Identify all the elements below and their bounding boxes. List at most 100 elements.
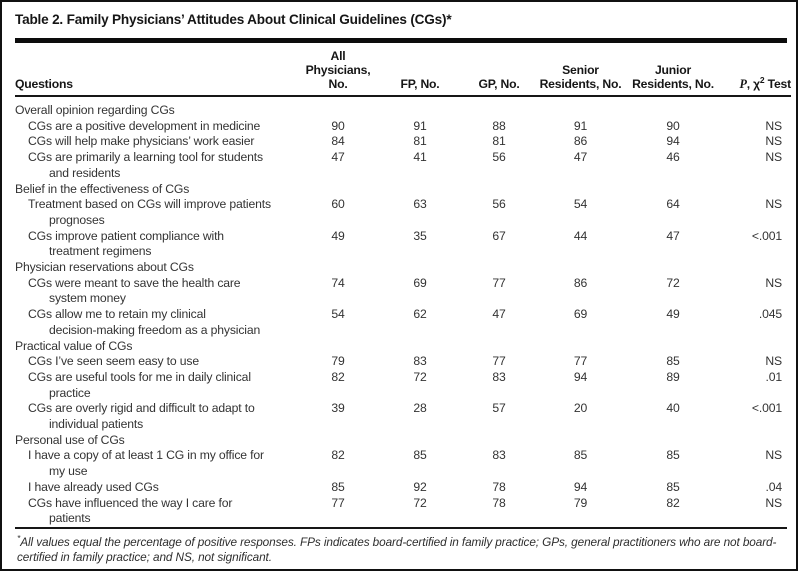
value-cell: 82 — [331, 448, 345, 463]
value-cell: 89 — [666, 369, 680, 384]
p-value-cell — [718, 339, 791, 355]
question-cell: CGs I’ve seen seem easy to use — [15, 354, 301, 370]
header-questions: Questions — [15, 45, 301, 97]
value-cell: 79 — [573, 495, 588, 510]
footnote-text: All values equal the percentage of posit… — [17, 534, 777, 565]
question-text-wrap: and residents — [49, 165, 121, 180]
value-cell — [465, 182, 533, 198]
value-cell: 49 — [666, 307, 680, 322]
question-text-wrap: individual patients — [49, 417, 144, 432]
question-text: CGs are useful tools for me in daily cli… — [28, 369, 251, 384]
p-value-cell: NS — [765, 197, 782, 212]
p-value-cell: NS — [765, 354, 782, 369]
table-container: Table 2. Family Physicians’ Attitudes Ab… — [15, 2, 791, 569]
section-label: Practical value of CGs — [15, 338, 133, 353]
value-cell: 85 — [666, 354, 680, 369]
value-cell: 85 — [573, 448, 588, 463]
footer-block: *All values equal the percentage of posi… — [15, 526, 787, 569]
value-cell: 46 — [666, 150, 680, 165]
p-value-cell: NS — [765, 275, 782, 290]
value-cell — [301, 182, 375, 198]
value-cell: 78 — [492, 495, 506, 510]
value-cell: 82 — [331, 369, 345, 384]
table-title: Table 2. Family Physicians’ Attitudes Ab… — [15, 12, 452, 27]
chi-exponent: 2 — [759, 74, 765, 85]
question-cell: I have already used CGs — [15, 480, 301, 496]
value-cell: 77 — [331, 495, 345, 510]
question-text: CGs are a positive development in medici… — [28, 118, 261, 133]
value-cell — [533, 182, 628, 198]
p-symbol: P — [739, 77, 747, 91]
value-cell: 74 — [331, 275, 345, 290]
question-row: Treatment based on CGs will improve pati… — [15, 197, 791, 228]
value-cell — [533, 339, 628, 355]
question-row: CGs are primarily a learning tool for st… — [15, 150, 791, 181]
value-cell: 78 — [492, 479, 506, 494]
value-cell — [533, 96, 628, 119]
question-text: CGs have influenced the way I care for — [28, 495, 233, 510]
p-value-cell: NS — [765, 118, 782, 133]
value-cell: 77 — [492, 354, 506, 369]
question-text-wrap: prognoses — [49, 212, 105, 227]
value-cell — [628, 96, 718, 119]
question-text: CGs are overly rigid and difficult to ad… — [28, 401, 255, 416]
question-cell: CGs will help make physicians’ work easi… — [15, 134, 301, 150]
value-cell: 90 — [331, 118, 345, 133]
value-cell: 88 — [492, 118, 506, 133]
value-cell — [375, 339, 465, 355]
value-cell — [301, 260, 375, 276]
value-cell: 41 — [413, 150, 427, 165]
header-gp: GP, No. — [465, 45, 533, 97]
value-cell — [375, 433, 465, 449]
value-cell: 35 — [413, 228, 427, 243]
value-cell: 62 — [413, 307, 427, 322]
header-senior-residents: Senior Residents, No. — [533, 45, 628, 97]
value-cell: 81 — [413, 134, 427, 149]
value-cell: 20 — [573, 401, 588, 416]
question-cell: Treatment based on CGs will improve pati… — [15, 197, 301, 228]
value-cell: 77 — [492, 275, 506, 290]
value-cell — [628, 433, 718, 449]
value-cell: 85 — [666, 479, 680, 494]
question-row: CGs I’ve seen seem easy to use 79 83 77 77 85… — [15, 354, 791, 370]
p-value-cell: .045 — [758, 307, 782, 322]
section-row: Physician reservations about CGs — [15, 260, 791, 276]
question-text: CGs I’ve seen seem easy to use — [28, 354, 199, 369]
value-cell: 47 — [666, 228, 680, 243]
attitudes-table: Questions All Physicians, No. FP, No. GP… — [15, 45, 791, 527]
question-text: I have a copy of at least 1 CG in my off… — [28, 448, 264, 463]
header-junior-line1: Junior — [654, 63, 692, 77]
question-text-wrap: practice — [49, 385, 91, 400]
p-value-cell: <.001 — [751, 228, 782, 243]
value-cell: 56 — [492, 197, 506, 212]
value-cell: 60 — [331, 197, 345, 212]
value-cell — [375, 96, 465, 119]
question-text-wrap: my use — [49, 464, 88, 479]
question-cell: CGs have influenced the way I care for pa… — [15, 496, 301, 527]
value-cell: 63 — [413, 197, 427, 212]
chi-symbol: , χ — [746, 77, 760, 91]
value-cell: 49 — [331, 228, 345, 243]
value-cell: 85 — [666, 448, 680, 463]
question-row: CGs allow me to retain my clinical decisi… — [15, 307, 791, 338]
value-cell: 44 — [573, 228, 588, 243]
question-cell: CGs are primarily a learning tool for st… — [15, 150, 301, 181]
question-text-wrap: decision-making freedom as a physician — [49, 322, 261, 337]
value-cell: 86 — [573, 275, 588, 290]
value-cell: 94 — [666, 134, 680, 149]
p-value-cell: NS — [765, 448, 782, 463]
footnote-star: * — [17, 533, 21, 544]
section-label: Personal use of CGs — [15, 432, 125, 447]
question-text: CGs are primarily a learning tool for st… — [28, 150, 263, 165]
header-junior-line2: Residents, No. — [632, 77, 714, 91]
question-text: CGs were meant to save the health care — [28, 275, 241, 290]
value-cell: 77 — [573, 354, 588, 369]
value-cell: 72 — [413, 495, 427, 510]
p-value-cell: NS — [765, 150, 782, 165]
value-cell — [465, 96, 533, 119]
question-text-wrap: treatment regimens — [49, 244, 152, 259]
section-row: Personal use of CGs — [15, 433, 791, 449]
question-cell: CGs allow me to retain my clinical decisi… — [15, 307, 301, 338]
value-cell: 83 — [413, 354, 427, 369]
